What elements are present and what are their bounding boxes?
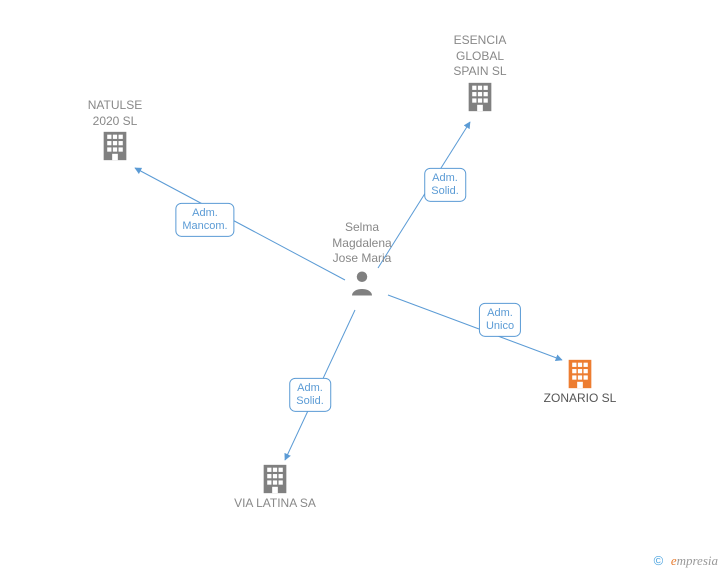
center-node: Selma Magdalena Jose Maria	[312, 220, 412, 299]
edge-label: Adm. Mancom.	[175, 203, 234, 237]
company-node[interactable]: VIA LATINA SA	[215, 462, 335, 512]
center-label: Selma Magdalena Jose Maria	[312, 220, 412, 267]
company-label: NATULSE 2020 SL	[55, 98, 175, 129]
copyright-symbol: ©	[654, 553, 664, 568]
edge-label: Adm. Solid.	[289, 378, 331, 412]
brand-rest: mpresia	[677, 553, 718, 568]
diagram-canvas: Adm. Mancom. Adm. Solid. Adm. Unico Adm. So…	[0, 0, 728, 575]
edge-line	[388, 295, 562, 360]
building-icon	[98, 129, 132, 163]
company-node[interactable]: ESENCIA GLOBAL SPAIN SL	[420, 33, 540, 114]
building-icon	[463, 80, 497, 114]
building-icon	[563, 357, 597, 391]
watermark: © empresia	[654, 553, 718, 569]
edge-label: Adm. Unico	[479, 303, 521, 337]
company-label: VIA LATINA SA	[215, 496, 335, 512]
company-node[interactable]: ZONARIO SL	[520, 357, 640, 407]
company-label: ZONARIO SL	[520, 391, 640, 407]
building-icon	[258, 462, 292, 496]
edge-label: Adm. Solid.	[424, 168, 466, 202]
company-label: ESENCIA GLOBAL SPAIN SL	[420, 33, 540, 80]
company-node[interactable]: NATULSE 2020 SL	[55, 98, 175, 163]
person-icon	[347, 267, 377, 299]
